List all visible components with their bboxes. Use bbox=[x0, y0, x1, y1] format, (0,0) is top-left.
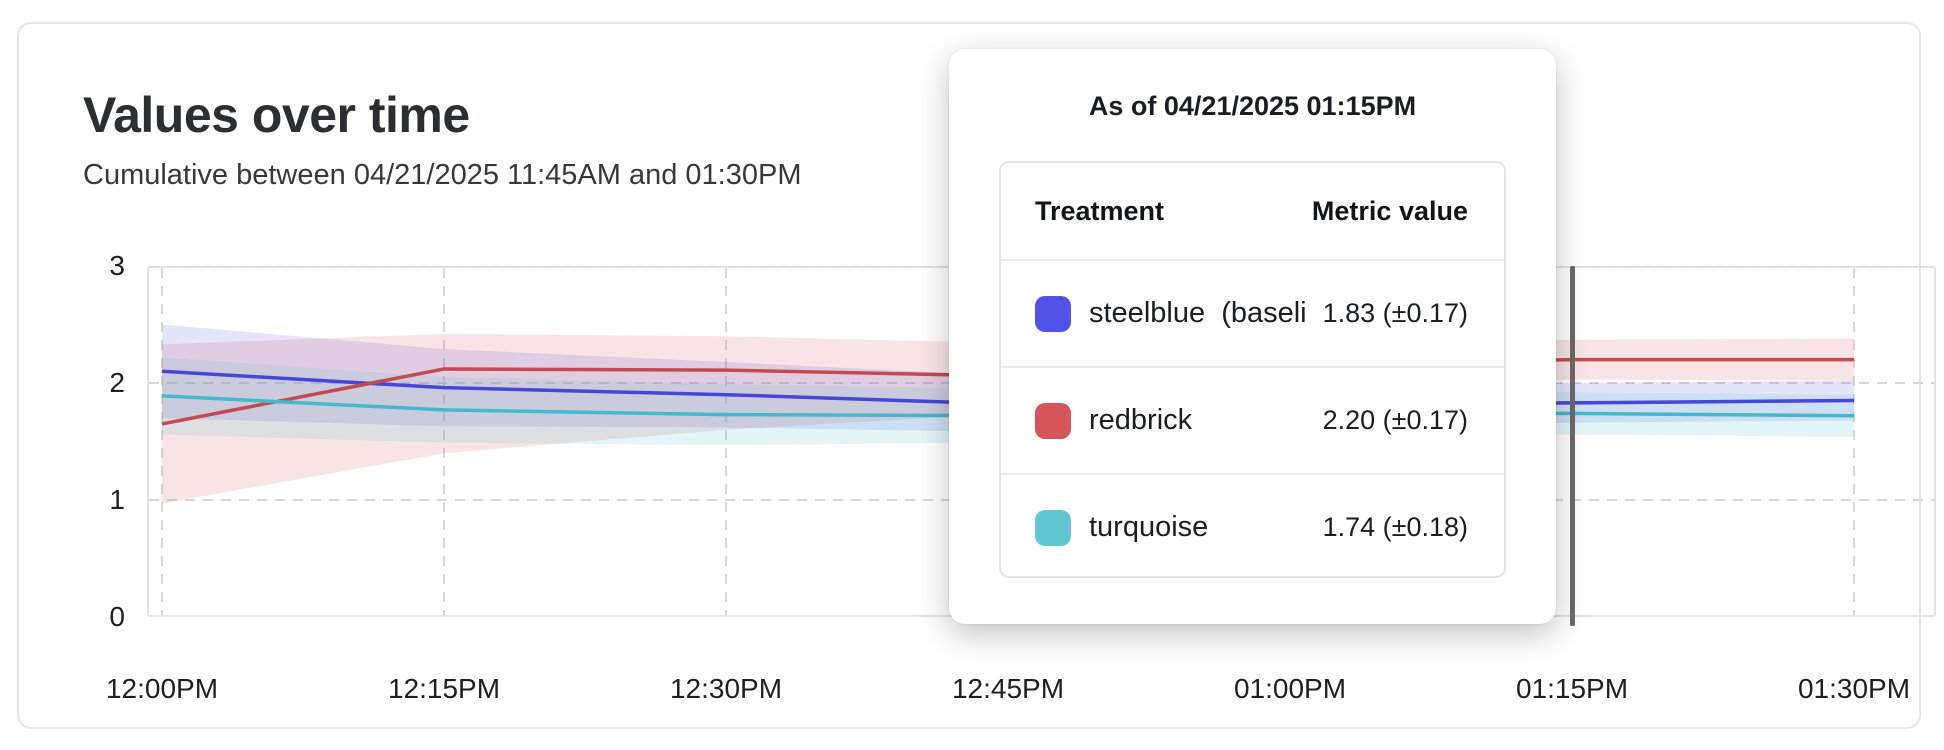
metric-value: 2.20 (±0.17) bbox=[1322, 405, 1468, 435]
chart-subtitle: Cumulative between 04/21/2025 11:45AM an… bbox=[83, 159, 802, 191]
y-axis-tick-label: 2 bbox=[109, 367, 125, 398]
x-axis-tick-label: 12:15PM bbox=[387, 673, 501, 704]
x-axis-tick-label: 01:30PM bbox=[1797, 673, 1911, 704]
tooltip-title: As of 04/21/2025 01:15PM bbox=[1088, 91, 1417, 121]
tooltip-row-redbrick: redbrick 2.20 (±0.17) bbox=[1001, 366, 1504, 473]
treatment-label: redbrick bbox=[1089, 404, 1193, 436]
x-axis-tick-label: 01:15PM bbox=[1515, 673, 1629, 704]
redbrick-color-swatch-icon bbox=[1035, 402, 1071, 439]
chart-card: Values over time Cumulative between 04/2… bbox=[17, 22, 1936, 729]
turquoise-color-swatch-icon bbox=[1035, 509, 1071, 546]
y-axis-tick-label: 1 bbox=[109, 484, 125, 515]
tooltip-row-steelblue: steelblue (baseli 1.83 (±0.17) bbox=[1001, 259, 1504, 366]
tooltip-row-turquoise: turquoise 1.74 (±0.18) bbox=[1001, 473, 1504, 576]
column-header-metric-value: Metric value bbox=[1311, 195, 1468, 226]
x-axis-tick-label: 01:00PM bbox=[1233, 673, 1347, 704]
y-axis-tick-label: 3 bbox=[109, 250, 125, 281]
chart-title: Values over time bbox=[83, 87, 470, 143]
metric-value: 1.74 (±0.18) bbox=[1322, 512, 1468, 542]
hover-tooltip: As of 04/21/2025 01:15PM Treatment Metri… bbox=[949, 49, 1556, 624]
hover-crosshair-line bbox=[1570, 266, 1575, 626]
x-axis-tick-label: 12:45PM bbox=[951, 673, 1065, 704]
tooltip-table: Treatment Metric value steelblue (baseli… bbox=[999, 161, 1506, 578]
y-axis-tick-label: 0 bbox=[109, 601, 125, 632]
steelblue-color-swatch-icon bbox=[1035, 295, 1071, 332]
treatment-label: turquoise bbox=[1089, 511, 1209, 543]
column-header-treatment: Treatment bbox=[1035, 195, 1165, 226]
metric-value: 1.83 (±0.17) bbox=[1322, 298, 1468, 328]
x-axis-tick-label: 12:00PM bbox=[105, 673, 219, 704]
x-axis-tick-label: 12:30PM bbox=[669, 673, 783, 704]
treatment-label: steelblue (baseli bbox=[1089, 297, 1307, 329]
tooltip-table-header: Treatment Metric value bbox=[1001, 163, 1504, 259]
